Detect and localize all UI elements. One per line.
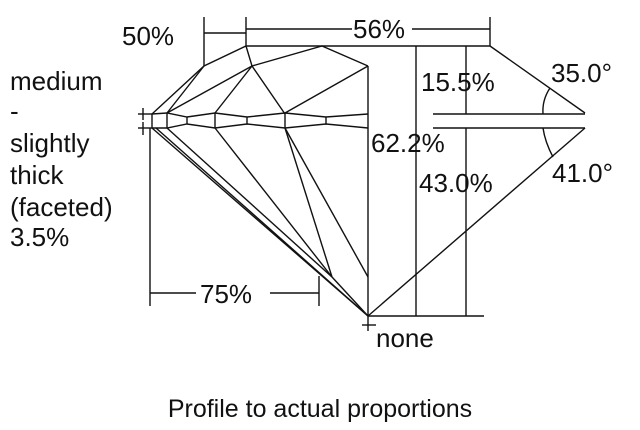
culet-label: none xyxy=(376,323,434,353)
crown-angle-label: 35.0° xyxy=(551,58,612,88)
girdle-label-line: - xyxy=(10,96,19,126)
diamond-left-half-facets xyxy=(151,45,586,317)
table-label: 56% xyxy=(353,14,405,44)
girdle-label-line: 3.5% xyxy=(10,222,69,252)
girdle-label-line: thick xyxy=(10,160,64,190)
total-depth-label: 62.2% xyxy=(371,128,445,158)
pavilion-depth-label: 43.0% xyxy=(419,168,493,198)
crown-height-label: 15.5% xyxy=(421,67,495,97)
star-length-label: 50% xyxy=(122,21,174,51)
girdle-label-line: slightly xyxy=(10,128,89,158)
diagram-caption: Profile to actual proportions xyxy=(168,395,472,423)
girdle-label-line: (faceted) xyxy=(10,192,113,222)
girdle-label-line: medium xyxy=(10,66,102,96)
dimension-lines xyxy=(138,17,554,331)
lower-half-length-label: 75% xyxy=(200,279,252,309)
pavilion-angle-label: 41.0° xyxy=(552,158,613,188)
girdle-label: medium - slightly thick (faceted) 3.5% xyxy=(10,66,113,252)
